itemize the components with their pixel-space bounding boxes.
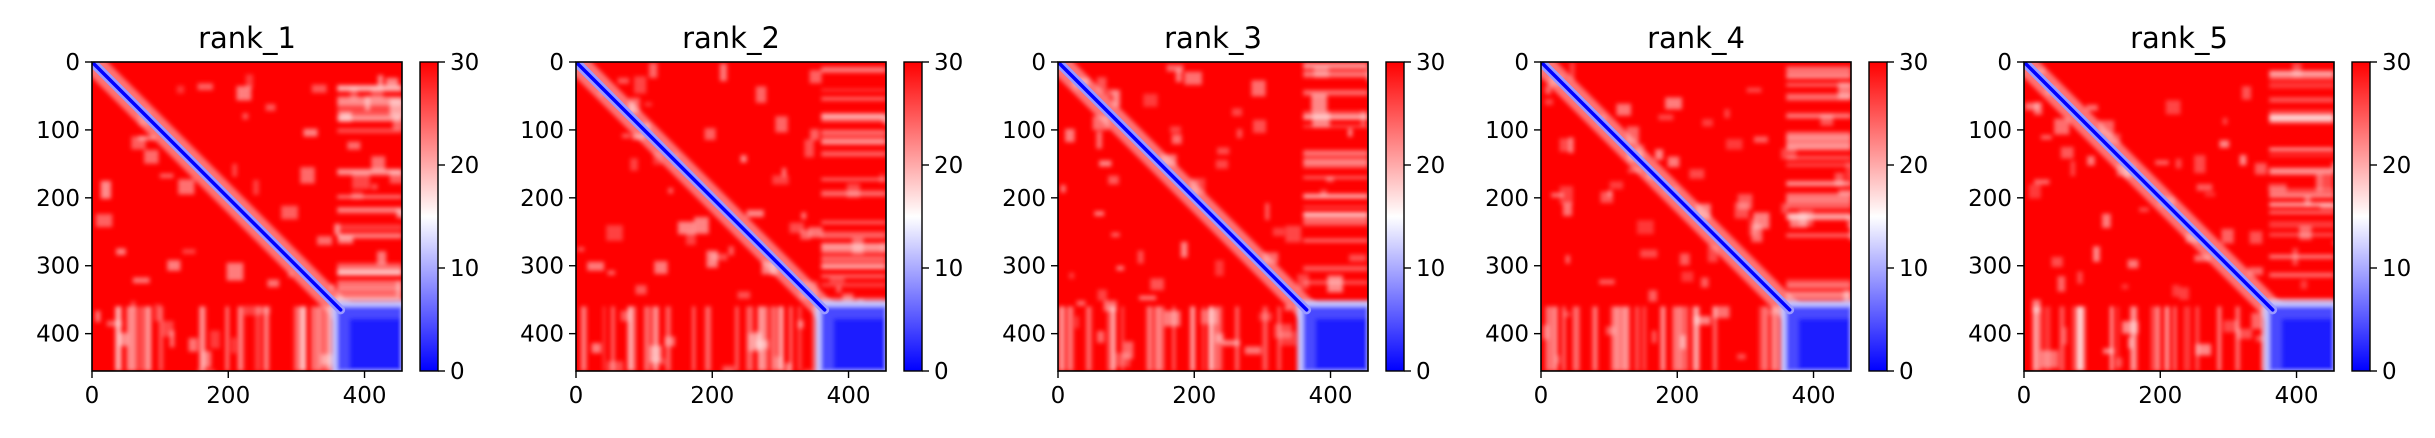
colorbar-tick-label: 20: [1899, 153, 1928, 179]
heatmap-image: [2024, 62, 2334, 371]
colorbar: 0 10 20 30: [419, 50, 479, 385]
x-tick-label: 200: [690, 383, 734, 409]
colorbar: 0 10 20 30: [2351, 50, 2411, 385]
colorbar-tick-label: 10: [1416, 256, 1445, 282]
x-tick-label: 200: [1655, 383, 1699, 409]
x-tick-label: 200: [1172, 383, 1216, 409]
y-tick-label: 200: [520, 186, 564, 212]
axes-frame: [1057, 61, 1369, 372]
colorbar-tick-label: 20: [934, 153, 963, 179]
colorbar-tick-label: 10: [1899, 256, 1928, 282]
axes-frame: [1540, 61, 1852, 372]
chart-title: rank_3: [1164, 21, 1262, 55]
y-tick-label: 300: [1485, 254, 1529, 280]
x-tick-label: 0: [2017, 383, 2032, 409]
y-tick-label: 400: [1002, 322, 1046, 348]
colorbar-tick-label: 0: [934, 359, 949, 385]
heatmap-panel-3: rank_3 0 200 400 0 100 200 300 400 0 10 20 30: [1002, 21, 1445, 409]
y-tick-label: 100: [36, 118, 80, 144]
y-tick-label: 0: [65, 50, 80, 76]
y-tick-label: 0: [549, 50, 564, 76]
y-tick-label: 300: [1002, 254, 1046, 280]
colorbar-tick-label: 30: [1899, 50, 1928, 76]
y-tick-label: 0: [1514, 50, 1529, 76]
y-tick-label: 0: [1031, 50, 1046, 76]
colorbar-gradient: [419, 61, 439, 372]
y-tick-label: 400: [520, 322, 564, 348]
y-tick-label: 300: [1968, 254, 2012, 280]
x-tick-label: 400: [1309, 383, 1353, 409]
colorbar-tick-label: 10: [2382, 256, 2411, 282]
x-tick-label: 0: [569, 383, 584, 409]
x-tick-label: 400: [1792, 383, 1836, 409]
heatmap-panel-4: rank_4 0 200 400 0 100 200 300 400 0 10 20 30: [1485, 21, 1928, 409]
colorbar-tick-label: 0: [450, 359, 465, 385]
heatmap-panel-2: rank_2 0 200 400 0 100 200 300 400 0 10 20 30: [520, 21, 963, 409]
y-tick-label: 200: [1485, 186, 1529, 212]
colorbar: 0 10 20 30: [1868, 50, 1928, 385]
diagonal-line: [1058, 62, 1309, 312]
diagonal-line: [1541, 62, 1792, 312]
chart-title: rank_2: [682, 21, 780, 55]
axes-frame: [575, 61, 887, 372]
y-tick-label: 300: [36, 254, 80, 280]
colorbar-tick-label: 10: [934, 256, 963, 282]
y-tick-label: 200: [1968, 186, 2012, 212]
colorbar-tick-label: 10: [450, 256, 479, 282]
x-tick-label: 200: [2138, 383, 2182, 409]
colorbar-tick-label: 0: [1416, 359, 1431, 385]
colorbar-gradient: [1868, 61, 1888, 372]
y-tick-label: 100: [1002, 118, 1046, 144]
diagonal-line: [2024, 62, 2275, 312]
x-tick-label: 0: [1051, 383, 1066, 409]
heatmap-panel-1: rank_1 0 200 400 0 100 200 300 400 0 10 20 30: [36, 21, 479, 409]
y-tick-label: 100: [520, 118, 564, 144]
colorbar-tick-label: 30: [934, 50, 963, 76]
chart-title: rank_4: [1647, 21, 1745, 55]
diagonal-line: [92, 62, 343, 312]
y-tick-label: 200: [36, 186, 80, 212]
y-tick-label: 200: [1002, 186, 1046, 212]
colorbar-tick-label: 0: [1899, 359, 1914, 385]
y-tick-label: 100: [1968, 118, 2012, 144]
heatmap-panel-5: rank_5 0 200 400 0 100 200 300 400 0 10 20 30: [1968, 21, 2411, 409]
x-tick-label: 200: [206, 383, 250, 409]
colorbar: 0 10 20 30: [903, 50, 963, 385]
y-tick-label: 400: [1968, 322, 2012, 348]
colorbar-gradient: [903, 61, 923, 372]
colorbar-tick-label: 20: [1416, 153, 1445, 179]
colorbar-tick-label: 0: [2382, 359, 2397, 385]
colorbar-tick-label: 20: [2382, 153, 2411, 179]
y-tick-label: 400: [1485, 322, 1529, 348]
heatmap-image: [1541, 62, 1851, 371]
y-tick-label: 400: [36, 322, 80, 348]
heatmap-image: [92, 62, 402, 371]
chart-title: rank_5: [2130, 21, 2228, 55]
colorbar-tick-label: 20: [450, 153, 479, 179]
colorbar: 0 10 20 30: [1385, 50, 1445, 385]
x-tick-label: 0: [85, 383, 100, 409]
y-tick-label: 0: [1997, 50, 2012, 76]
heatmap-image: [576, 62, 886, 371]
heatmap-image: [1058, 62, 1368, 371]
axes-frame: [2023, 61, 2335, 372]
x-tick-label: 400: [827, 383, 871, 409]
y-tick-label: 300: [520, 254, 564, 280]
colorbar-tick-label: 30: [1416, 50, 1445, 76]
x-tick-label: 400: [343, 383, 387, 409]
y-tick-label: 100: [1485, 118, 1529, 144]
colorbar-tick-label: 30: [450, 50, 479, 76]
x-tick-label: 0: [1534, 383, 1549, 409]
colorbar-gradient: [1385, 61, 1405, 372]
diagonal-line: [576, 62, 827, 312]
colorbar-tick-label: 30: [2382, 50, 2411, 76]
x-tick-label: 400: [2275, 383, 2319, 409]
colorbar-gradient: [2351, 61, 2371, 372]
axes-frame: [91, 61, 403, 372]
chart-title: rank_1: [198, 21, 296, 55]
